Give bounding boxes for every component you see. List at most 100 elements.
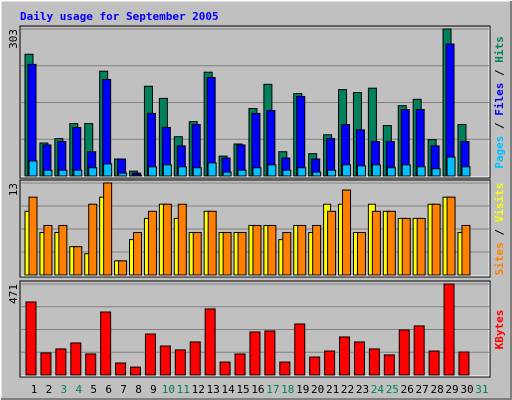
x-tick-label: 1 xyxy=(31,383,38,396)
bar xyxy=(147,210,157,276)
bar xyxy=(85,353,97,376)
x-tick-label: 27 xyxy=(416,383,429,396)
bar xyxy=(297,224,307,276)
chart-title: Daily usage for September 2005 xyxy=(20,10,219,23)
bar xyxy=(102,78,112,177)
x-tick-label: 11 xyxy=(177,383,190,396)
x-tick-label: 13 xyxy=(207,383,220,396)
bar xyxy=(282,169,292,177)
x-tick-label: 23 xyxy=(356,383,369,396)
bar xyxy=(371,164,381,177)
y-tick-label: 471 xyxy=(7,284,20,304)
bar xyxy=(356,232,366,276)
x-tick-label: 12 xyxy=(192,383,205,396)
x-tick-label: 16 xyxy=(251,383,264,396)
bar xyxy=(25,301,37,376)
bar xyxy=(118,260,128,276)
x-tick-label: 7 xyxy=(120,383,127,396)
bar xyxy=(431,203,441,276)
bar xyxy=(237,169,247,177)
bar xyxy=(177,203,187,276)
bar xyxy=(445,43,455,177)
bar xyxy=(461,166,471,177)
bar xyxy=(312,224,322,276)
x-tick-label: 5 xyxy=(90,383,97,396)
x-tick-label: 21 xyxy=(326,383,339,396)
bar xyxy=(398,329,410,376)
bar xyxy=(443,283,455,376)
x-tick-label: 19 xyxy=(296,383,309,396)
bar xyxy=(294,323,306,376)
x-tick-label: 10 xyxy=(162,383,175,396)
x-tick-label: 26 xyxy=(401,383,414,396)
bar xyxy=(55,348,67,376)
bar xyxy=(88,167,98,177)
bar xyxy=(416,217,426,276)
legend-separator: / xyxy=(493,222,506,242)
x-tick-label: 24 xyxy=(371,383,385,396)
bar xyxy=(282,232,292,276)
bar xyxy=(386,210,396,276)
plot-bevel xyxy=(21,27,490,178)
bar xyxy=(73,169,83,177)
bar xyxy=(28,160,38,177)
bar xyxy=(327,169,337,177)
bar xyxy=(237,232,247,276)
bar xyxy=(297,167,307,177)
bar xyxy=(207,162,217,177)
legend-entry: Files xyxy=(493,83,506,116)
x-tick-label: 20 xyxy=(311,383,324,396)
bar xyxy=(296,95,306,177)
bar xyxy=(58,224,68,276)
x-tick-label: 3 xyxy=(61,383,68,396)
bar xyxy=(115,362,127,376)
bar xyxy=(252,224,262,276)
bar xyxy=(312,171,322,177)
legend-entry: KBytes xyxy=(493,310,506,350)
x-tick-label: 28 xyxy=(430,383,443,396)
bar xyxy=(413,325,425,376)
bar xyxy=(416,166,426,177)
legend-entry: Pages xyxy=(493,136,506,169)
bar xyxy=(279,361,291,376)
y-tick-label: 303 xyxy=(7,29,20,49)
bar xyxy=(309,356,321,376)
legend: KBytes xyxy=(493,310,506,350)
bar xyxy=(234,353,246,376)
x-tick-label: 30 xyxy=(460,383,473,396)
bar xyxy=(206,77,216,177)
x-tick-label: 8 xyxy=(135,383,142,396)
bar xyxy=(177,166,187,177)
plot-bevel xyxy=(21,282,490,377)
bar xyxy=(342,164,352,177)
bar xyxy=(133,174,143,177)
bar xyxy=(461,224,471,276)
x-tick-label: 14 xyxy=(221,383,235,396)
bar xyxy=(252,167,262,177)
bar xyxy=(103,182,113,276)
bar xyxy=(43,224,53,276)
bar xyxy=(100,311,112,376)
x-tick-label: 17 xyxy=(266,383,279,396)
bar xyxy=(327,210,337,276)
bar xyxy=(192,232,202,276)
bar xyxy=(401,164,411,177)
bar xyxy=(401,217,411,276)
legend: Sites / Visits xyxy=(493,183,506,276)
bar xyxy=(58,169,68,177)
x-tick-label: 29 xyxy=(445,383,458,396)
x-tick-label: 2 xyxy=(46,383,53,396)
bar xyxy=(73,246,83,276)
bar xyxy=(103,163,113,177)
bar xyxy=(222,232,232,276)
bar xyxy=(28,196,38,276)
bar xyxy=(383,354,395,376)
bar xyxy=(162,164,172,177)
bar xyxy=(144,333,156,376)
x-tick-label: 15 xyxy=(236,383,249,396)
bar xyxy=(356,165,366,177)
bar xyxy=(27,63,37,177)
